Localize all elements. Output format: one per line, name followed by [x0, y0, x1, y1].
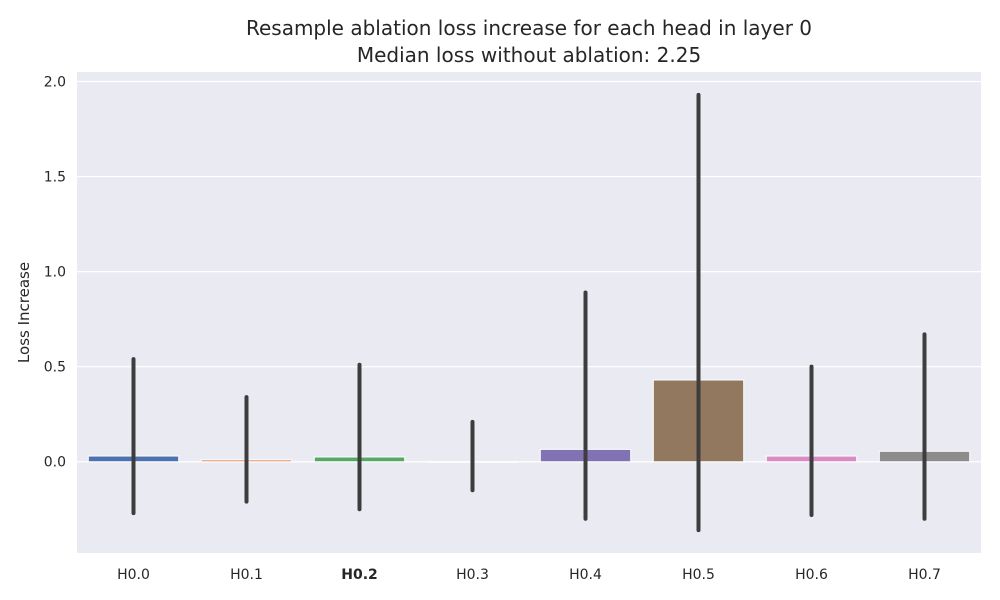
x-tick-label: H0.7	[908, 567, 941, 583]
x-tick-label: H0.6	[795, 567, 828, 583]
error-bars-group	[131, 92, 927, 533]
y-tick-label: 1.5	[44, 170, 66, 186]
chart-title-line2: Median loss without ablation: 2.25	[357, 43, 701, 67]
y-tick-label: 1.0	[44, 265, 66, 281]
chart-title-line1: Resample ablation loss increase for each…	[246, 16, 812, 40]
y-tick-label: 2.0	[44, 75, 66, 91]
y-tick-label: 0.5	[44, 360, 66, 376]
y-tick-labels: 0.0 0.5 1.0 1.5 2.0	[44, 75, 66, 471]
x-tick-labels: H0.0 H0.1 H0.2 H0.3 H0.4 H0.5 H0.6 H0.7	[117, 567, 941, 583]
x-tick-label: H0.4	[569, 567, 602, 583]
x-tick-label: H0.1	[230, 567, 263, 583]
plot-background	[77, 72, 981, 553]
x-tick-label: H0.5	[682, 567, 715, 583]
x-tick-label: H0.3	[456, 567, 489, 583]
x-tick-label: H0.2	[341, 567, 378, 583]
y-tick-label: 0.0	[44, 455, 66, 471]
x-tick-label: H0.0	[117, 567, 150, 583]
y-axis-label: Loss Increase	[15, 262, 33, 363]
